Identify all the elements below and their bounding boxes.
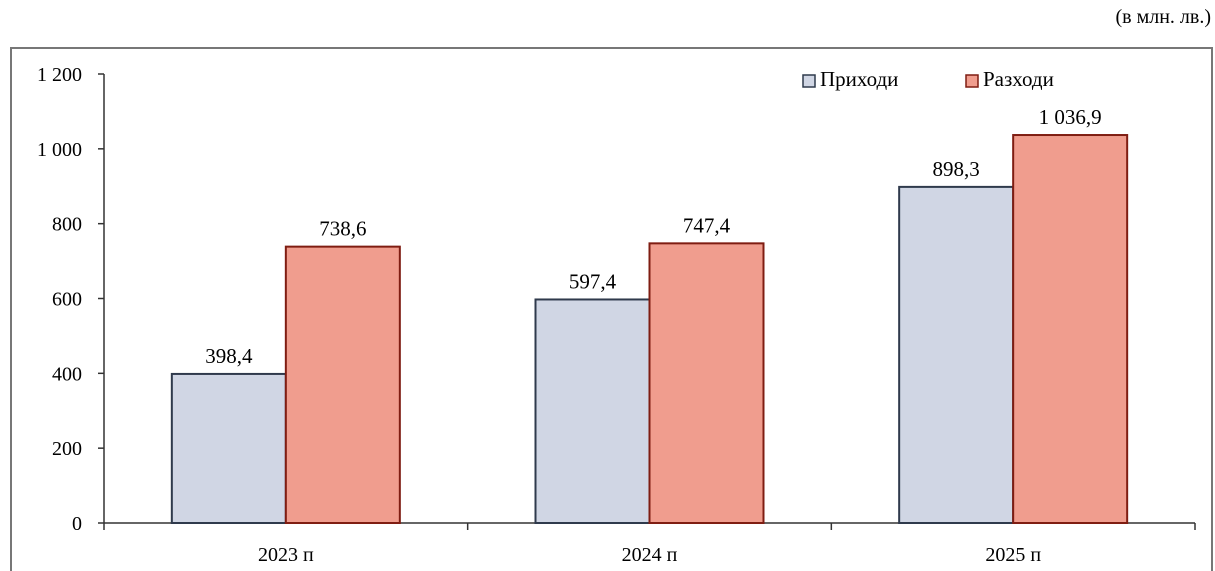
y-tick-label: 200: [52, 438, 82, 460]
data-label-income: 597,4: [569, 269, 617, 293]
data-label-income: 898,3: [933, 157, 980, 181]
bar-income: [534, 298, 651, 524]
x-tick-label: 2024 п: [622, 544, 678, 566]
legend: Приходи Разходи: [802, 67, 1054, 91]
legend-swatch-expense: [965, 74, 979, 88]
bar-income: [898, 185, 1015, 524]
data-label-income: 398,4: [205, 344, 253, 368]
data-label-expense: 1 036,9: [1039, 105, 1102, 129]
x-tick-label: 2025 п: [985, 544, 1041, 566]
bar-income: [170, 372, 287, 524]
data-label-expense: 747,4: [683, 213, 731, 237]
bars: [170, 134, 1129, 524]
y-tick-label: 600: [52, 289, 82, 311]
legend-swatch-income: [802, 74, 816, 88]
x-tick-label: 2023 п: [258, 544, 314, 566]
y-tick-label: 800: [52, 214, 82, 236]
unit-note: (в млн. лв.): [1115, 6, 1211, 28]
bar-expense: [1012, 134, 1129, 524]
y-tick-label: 0: [72, 513, 82, 535]
data-label-expense: 738,6: [319, 217, 366, 241]
bar-expense: [648, 242, 765, 524]
y-tick-label: 1 000: [37, 139, 82, 161]
legend-label-income: Приходи: [820, 67, 898, 91]
bar-expense: [284, 245, 401, 524]
data-labels: 398,4 738,6 597,4 747,4 898,3 1 036,9: [205, 105, 1101, 368]
chart-frame: [10, 47, 1213, 571]
legend-label-expense: Разходи: [983, 67, 1054, 91]
y-tick-label: 1 200: [37, 64, 82, 86]
y-tick-label: 400: [52, 363, 82, 385]
